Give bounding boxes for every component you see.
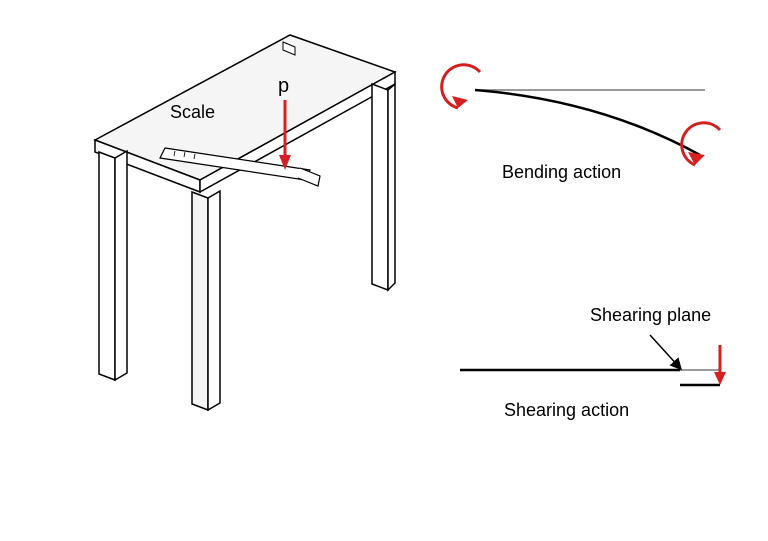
diagram-svg	[0, 0, 768, 541]
shearing-label: Shearing action	[504, 400, 629, 421]
force-label: p	[278, 75, 289, 98]
shearing-diagram	[460, 335, 726, 385]
bending-diagram	[442, 65, 720, 165]
shearing-plane-label: Shearing plane	[590, 305, 711, 326]
scale-label: Scale	[170, 102, 215, 123]
bending-label: Bending action	[502, 162, 621, 183]
table-drawing	[95, 35, 395, 410]
